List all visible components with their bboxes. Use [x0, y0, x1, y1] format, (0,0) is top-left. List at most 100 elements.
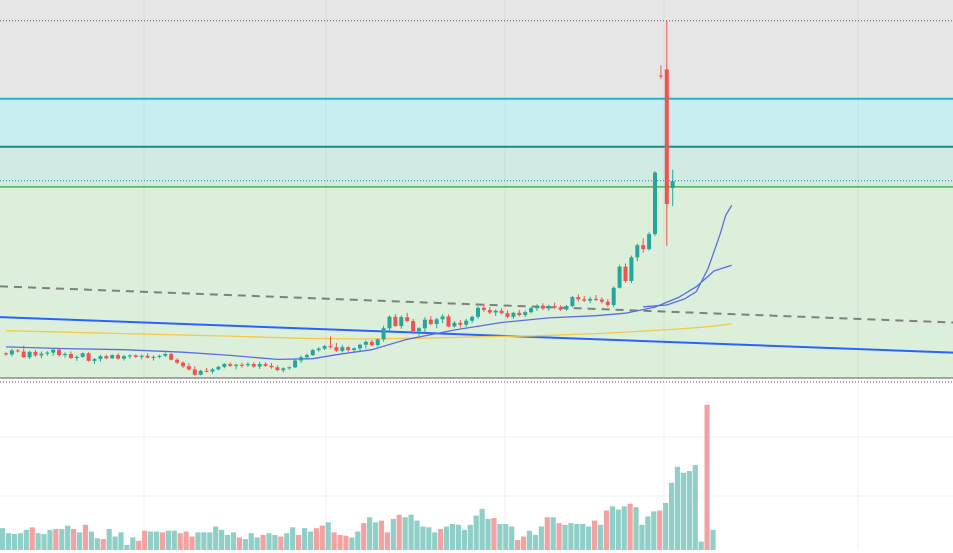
candle-10: [63, 352, 67, 358]
candle-body: [33, 351, 38, 356]
volume-bar-56: [331, 532, 337, 550]
candle-body: [523, 312, 528, 315]
candle-90: [535, 304, 539, 312]
volume-bar-63: [372, 522, 379, 550]
candle-108: [641, 238, 646, 253]
volume-bar-109: [645, 516, 651, 550]
candle-body: [428, 319, 433, 324]
volume-bar-118: [698, 541, 704, 550]
volume-bar-87: [515, 539, 521, 550]
volume-bar-100: [592, 520, 598, 550]
candle-78: [464, 318, 469, 327]
volume-bar-104: [615, 509, 621, 550]
candle-102: [605, 299, 610, 307]
candle-body: [163, 354, 168, 356]
volume-bar-2: [11, 534, 18, 550]
candle-body: [104, 356, 109, 359]
candle-0: [4, 352, 8, 357]
candle-body: [653, 172, 657, 235]
candle-30: [181, 361, 185, 368]
ma-fast-line: [5, 264, 732, 361]
candle-body: [116, 355, 121, 359]
volume-bar-47: [278, 536, 284, 550]
candle-body: [417, 328, 421, 332]
volume-bar-8: [47, 529, 53, 550]
candle-body: [594, 298, 598, 300]
volume-bar-25: [148, 531, 154, 550]
candle-11: [68, 351, 73, 360]
candle-body: [670, 181, 675, 188]
volume-bar-53: [313, 528, 319, 550]
candle-39: [234, 363, 239, 370]
candle-96: [570, 296, 575, 308]
candle-6: [39, 351, 44, 359]
volume-bar-65: [384, 532, 390, 550]
candle-73: [434, 317, 439, 329]
price-zones: [0, 0, 953, 378]
volume-bar-73: [432, 532, 438, 550]
volume-bar-107: [633, 507, 639, 550]
candle-body: [210, 369, 215, 372]
candle-7: [45, 351, 50, 356]
volume-bar-44: [260, 534, 266, 550]
volume-bar-81: [479, 508, 485, 550]
ma-fast-recent-line: [643, 205, 733, 308]
candle-body: [334, 347, 339, 351]
candle-body: [186, 366, 191, 370]
volume-bar-58: [343, 535, 349, 550]
candle-34: [204, 367, 209, 373]
candle-38: [228, 362, 233, 367]
trendlines: [0, 285, 953, 354]
candle-47: [281, 367, 286, 373]
candle-74: [440, 314, 445, 324]
volume-bar-38: [224, 534, 231, 550]
candle-body: [4, 353, 8, 355]
volume-bar-54: [319, 525, 325, 550]
candle-43: [257, 361, 262, 370]
candle-79: [470, 315, 475, 324]
volume-bar-113: [668, 482, 675, 550]
volume-bar-9: [53, 529, 59, 550]
candle-body: [15, 350, 20, 352]
volume-bar-46: [272, 534, 278, 550]
candle-51: [304, 353, 309, 360]
candle-45: [269, 362, 274, 369]
candle-body: [299, 357, 303, 361]
volume-bar-68: [402, 517, 408, 550]
candle-71: [422, 317, 427, 333]
volume-bar-103: [609, 506, 615, 550]
candle-body: [470, 316, 475, 321]
candle-body: [352, 348, 357, 351]
candle-14: [86, 351, 91, 362]
candle-body: [399, 317, 404, 327]
volume-bar-89: [526, 530, 533, 550]
volume-bar-70: [414, 520, 420, 550]
candle-92: [546, 304, 551, 312]
candle-13: [80, 352, 85, 358]
volume-bar-45: [266, 533, 272, 550]
candle-body: [505, 313, 510, 317]
candle-66: [393, 314, 398, 327]
volume-bar-61: [361, 523, 367, 550]
candle-104: [617, 264, 622, 289]
volume-bar-52: [307, 531, 314, 550]
candle-body: [641, 245, 646, 250]
volume-bar-26: [153, 531, 160, 550]
volume-bar-88: [520, 536, 527, 550]
candle-body: [86, 353, 91, 361]
candle-3: [21, 345, 26, 358]
candle-95: [564, 304, 569, 311]
volume-bar-17: [100, 539, 106, 550]
moving-averages: [5, 205, 733, 361]
volume-bar-5: [29, 527, 35, 550]
candle-101: [599, 297, 604, 304]
candle-body: [458, 322, 463, 325]
candle-41: [245, 362, 250, 367]
volume-bar-85: [503, 523, 509, 550]
volume-bar-67: [396, 514, 402, 550]
candle-69: [411, 318, 416, 335]
candle-body: [623, 266, 628, 281]
candle-body: [346, 347, 351, 351]
